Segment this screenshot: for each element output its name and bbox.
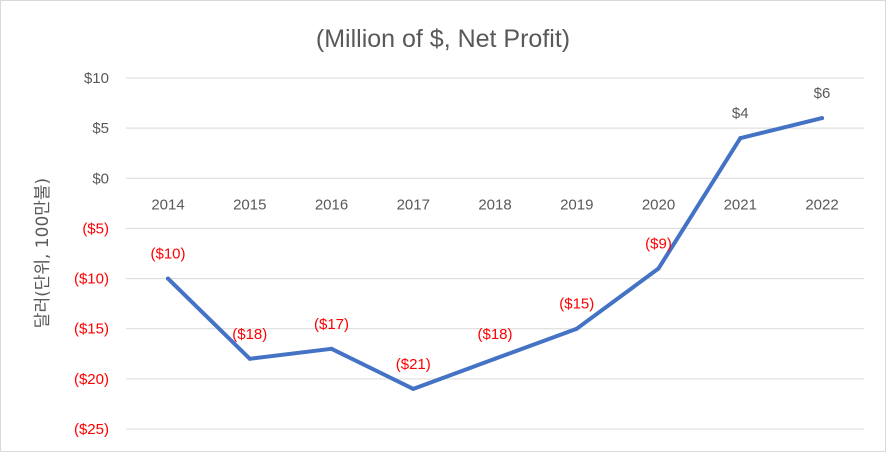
x-tick-label: 2022 bbox=[805, 196, 838, 213]
chart-title: (Million of $, Net Profit) bbox=[316, 25, 570, 53]
data-labels: ($10) ($18) ($17) ($21) ($18) ($15) ($9) $4 $6 bbox=[150, 85, 830, 373]
data-label: ($9) bbox=[645, 236, 672, 253]
data-point bbox=[493, 356, 497, 361]
x-tick-label: 2014 bbox=[151, 196, 184, 213]
series-line bbox=[166, 116, 824, 391]
y-tick-label: $5 bbox=[92, 120, 109, 137]
data-point bbox=[329, 346, 334, 351]
y-tick-label: ($20) bbox=[74, 371, 109, 388]
data-point bbox=[166, 276, 170, 281]
y-tick-label: ($25) bbox=[74, 421, 109, 438]
y-tick-label: $10 bbox=[84, 70, 109, 87]
data-point bbox=[247, 356, 252, 361]
x-tick-label: 2017 bbox=[397, 196, 430, 213]
x-tick-label: 2020 bbox=[642, 196, 675, 213]
data-point bbox=[656, 266, 661, 271]
series-layer bbox=[166, 116, 824, 391]
data-label: ($18) bbox=[477, 326, 512, 343]
x-tick-label: 2021 bbox=[724, 196, 757, 213]
x-tick-label: 2016 bbox=[315, 196, 348, 213]
y-tick-label: $0 bbox=[92, 170, 109, 187]
data-label: ($18) bbox=[232, 326, 267, 343]
data-point bbox=[574, 326, 579, 331]
y-tick-label: ($5) bbox=[82, 220, 109, 237]
x-tick-label: 2019 bbox=[560, 196, 593, 213]
y-tick-label: ($10) bbox=[74, 271, 109, 288]
x-axis-ticks: 2014 2015 2016 2017 2018 2019 2020 2021 2022 bbox=[151, 196, 838, 213]
x-tick-label: 2015 bbox=[233, 196, 266, 213]
y-axis-ticks: $10 $5 $0 ($5) ($10) ($15) ($20) ($25) bbox=[74, 70, 109, 438]
data-label: ($21) bbox=[396, 356, 431, 373]
data-label: ($17) bbox=[314, 316, 349, 333]
data-label: ($15) bbox=[559, 296, 594, 313]
gridlines bbox=[126, 77, 864, 430]
data-label: $6 bbox=[814, 85, 831, 102]
data-point bbox=[738, 136, 743, 141]
data-label: ($10) bbox=[150, 246, 185, 263]
y-tick-label: ($15) bbox=[74, 321, 109, 338]
x-tick-label: 2018 bbox=[478, 196, 511, 213]
data-point bbox=[411, 386, 416, 391]
data-point bbox=[820, 116, 824, 121]
y-axis-label: 달러(단위, 100만불) bbox=[33, 178, 53, 328]
data-label: $4 bbox=[732, 105, 749, 122]
